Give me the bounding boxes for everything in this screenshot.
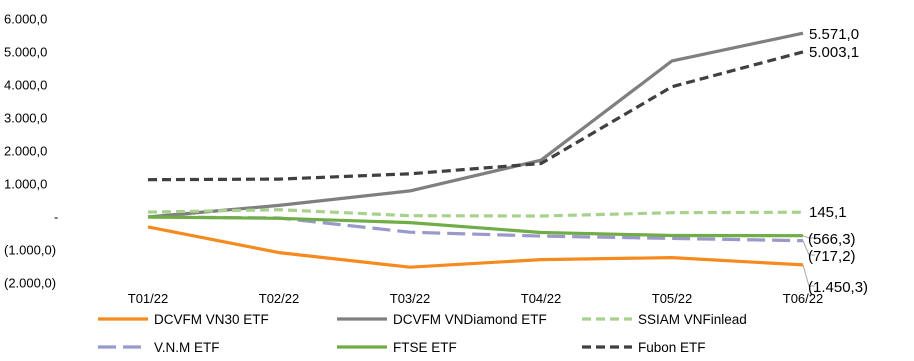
x-tick-label: T05/22 [652, 291, 692, 306]
legend-item-fubon-etf: Fubon ETF [582, 340, 706, 355]
legend-label: V.N.M ETF [154, 340, 220, 355]
legend-item-ftse-etf: FTSE ETF [337, 340, 457, 355]
end-value-label-dcvfm-vndiamond-etf: 5.571,0 [809, 26, 859, 43]
end-label-layer: (1.450,3) 5.571,0 145,1 (717,2)(566,3) 5.003… [802, 26, 868, 296]
series-line-fubon-etf [147, 50, 804, 182]
series-layer [147, 31, 804, 269]
x-tick-label: T04/22 [521, 291, 561, 306]
series-line-ssiam-vnfinlead [147, 208, 804, 218]
x-tick-label: T02/22 [259, 291, 299, 306]
series-line-dcvfm-vndiamond-etf [147, 31, 804, 219]
x-tick-label: T03/22 [390, 291, 430, 306]
leader-line [802, 240, 815, 256]
legend-label: Fubon ETF [638, 340, 706, 355]
legend-item-dcvfm-vn30-etf: DCVFM VN30 ETF [98, 312, 269, 327]
x-tick-label: T06/22 [783, 291, 823, 306]
legend: DCVFM VN30 ETF DCVFM VNDiamond ETF SSIAM V… [98, 312, 747, 355]
y-tick-label: 3.000,0 [4, 111, 47, 126]
y-tick-label: (1.000,0) [4, 243, 56, 258]
legend-label: DCVFM VNDiamond ETF [393, 312, 547, 327]
legend-label: SSIAM VNFinlead [638, 312, 747, 327]
y-tick-label: 5.000,0 [4, 45, 47, 60]
end-value-label-ftse-etf: (566,3) [808, 231, 856, 248]
series-line-dcvfm-vn30-etf [147, 225, 804, 269]
end-value-label-ssiam-vnfinlead: 145,1 [809, 204, 847, 221]
legend-item-v-n-m-etf: V.N.M ETF [98, 340, 220, 355]
end-value-label-dcvfm-vn30-etf: (1.450,3) [808, 279, 868, 296]
x-tick-label: T01/22 [128, 291, 168, 306]
y-tick-label: (2.000,0) [4, 276, 56, 291]
y-tick-label: - [54, 210, 58, 225]
leader-line [802, 235, 815, 239]
y-tick-label: 4.000,0 [4, 78, 47, 93]
series-line-ftse-etf [147, 215, 804, 238]
legend-item-ssiam-vnfinlead: SSIAM VNFinlead [582, 312, 747, 327]
y-tick-label: 6.000,0 [4, 12, 47, 27]
y-tick-label: 1.000,0 [4, 177, 47, 192]
y-tick-label: 2.000,0 [4, 144, 47, 159]
leader-line [802, 264, 815, 287]
legend-label: DCVFM VN30 ETF [154, 312, 269, 327]
end-value-label-fubon-etf: 5.003,1 [809, 44, 859, 61]
legend-label: FTSE ETF [393, 340, 457, 355]
end-value-label-v-n-m-etf: (717,2) [808, 248, 856, 265]
axis-layer: 6.000,0 5.000,0 4.000,0 3.000,0 2.000,0 1.000… [4, 12, 823, 307]
legend-item-dcvfm-vndiamond-etf: DCVFM VNDiamond ETF [337, 312, 547, 327]
